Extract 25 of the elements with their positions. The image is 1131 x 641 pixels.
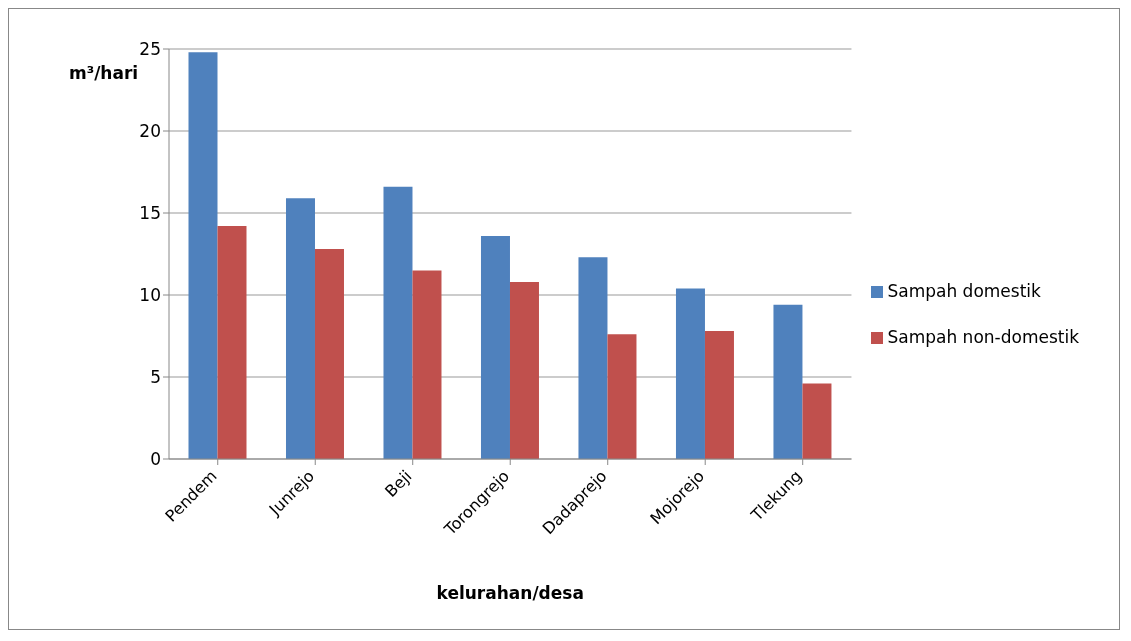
bar: [217, 226, 247, 459]
legend-label: Sampah domestik: [887, 281, 1041, 301]
bar: [480, 235, 510, 459]
x-tick-label: Beji: [381, 466, 416, 501]
y-tick-label: 10: [139, 285, 161, 306]
bar: [188, 52, 218, 459]
y-axis-title: m³/hari: [69, 63, 139, 83]
y-tick-label: 15: [139, 203, 161, 224]
bar: [578, 257, 608, 459]
y-tick-label: 0: [150, 449, 161, 470]
bar: [802, 383, 832, 459]
y-tick-label: 20: [139, 121, 161, 142]
bar: [607, 334, 637, 459]
bar: [675, 288, 705, 459]
x-axis-title: kelurahan/desa: [436, 583, 584, 603]
bar: [773, 304, 803, 459]
y-tick-label: 25: [139, 39, 161, 60]
bar: [704, 331, 734, 459]
legend-label: Sampah non-domestik: [887, 327, 1079, 347]
bar: [383, 186, 413, 459]
bar: [285, 198, 315, 459]
bar: [412, 270, 442, 459]
bar: [314, 249, 344, 459]
y-tick-label: 5: [150, 367, 161, 388]
bar: [509, 281, 539, 459]
